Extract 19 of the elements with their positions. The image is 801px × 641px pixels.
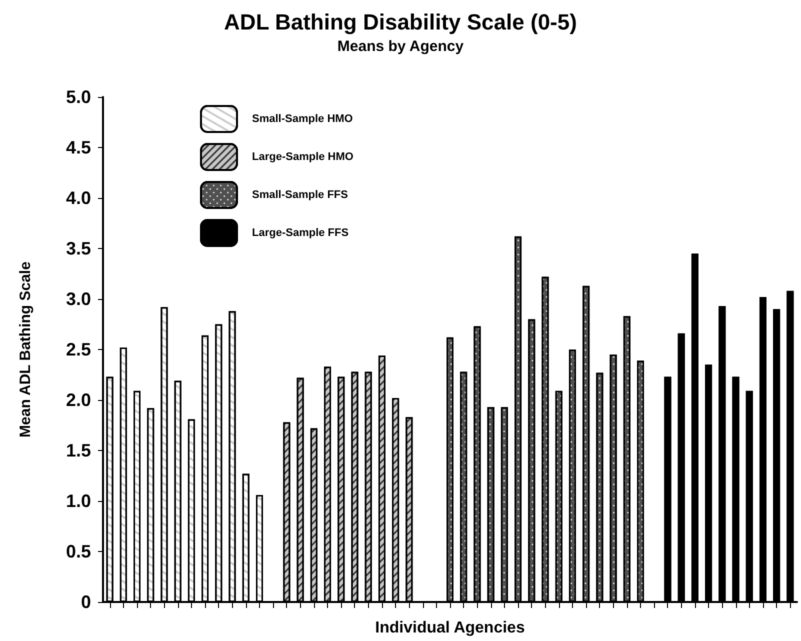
y-tick-label: 2.0 [66, 390, 91, 410]
legend-label: Small-Sample FFS [252, 189, 348, 201]
y-tick-label: 5.0 [66, 87, 91, 107]
y-tick-label: 4.0 [66, 188, 91, 208]
y-axis-title: Mean ADL Bathing Scale [17, 262, 34, 438]
y-tick-label: 2.5 [66, 340, 91, 360]
chart-subtitle: Means by Agency [337, 38, 464, 55]
y-tick-label: 0.5 [66, 542, 91, 562]
legend-label: Large-Sample FFS [252, 227, 349, 239]
chart-title: ADL Bathing Disability Scale (0-5) [224, 10, 577, 34]
y-tick-label: 4.5 [66, 138, 91, 158]
y-tick-label: 1.0 [66, 491, 91, 511]
x-axis-title: Individual Agencies [375, 620, 525, 636]
y-tick-label: 1.5 [66, 440, 91, 460]
legend-label: Small-Sample HMO [252, 113, 354, 125]
y-tick-label: 3.0 [66, 289, 91, 309]
y-tick-label: 0 [80, 592, 91, 612]
legend-label: Large-Sample HMO [252, 151, 354, 163]
y-tick-label: 3.5 [66, 238, 91, 258]
